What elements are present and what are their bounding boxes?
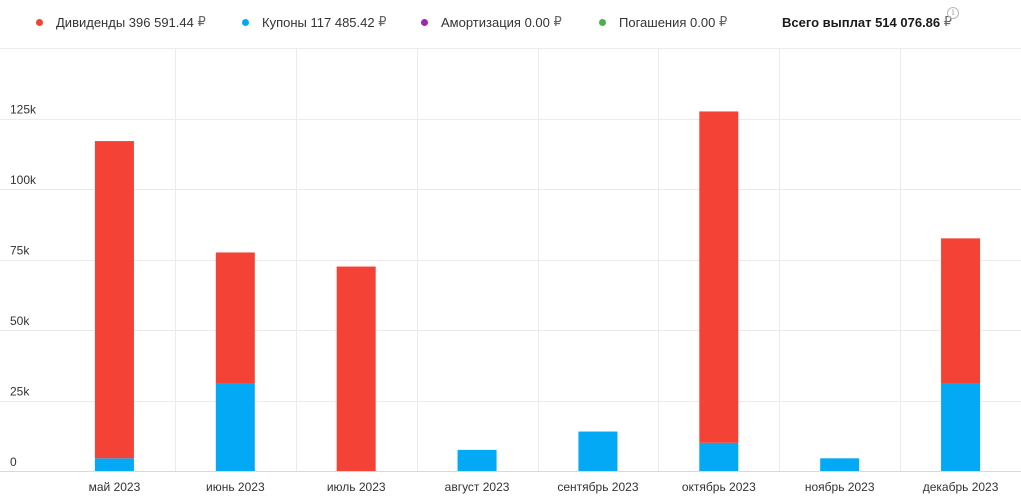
coupons-dot xyxy=(242,18,249,26)
bar-coupons xyxy=(820,458,860,471)
y-tick-label: 100k xyxy=(10,173,37,187)
legend-redemptions-currency: ₽ xyxy=(718,14,728,29)
legend-dividends-value: 396 591.44 xyxy=(128,14,194,30)
legend-total-currency: ₽ xyxy=(943,14,953,29)
redemptions-dot xyxy=(599,18,606,26)
bar-dividends xyxy=(94,141,134,459)
legend-redemptions[interactable]: Погашения 0.00 ₽ xyxy=(599,13,727,31)
dividends-dot xyxy=(36,18,43,26)
y-tick-label: 75k xyxy=(10,244,30,258)
info-icon[interactable]: i xyxy=(947,7,959,19)
y-tick-label: 50k xyxy=(10,314,30,328)
legend-total-value: 514 076.86 xyxy=(875,14,941,30)
y-tick-label: 125k xyxy=(10,103,37,117)
x-tick-label: декабрь 2023 xyxy=(923,480,999,494)
x-tick-label: август 2023 xyxy=(445,480,510,494)
chart-legend: Дивиденды 396 591.44 ₽ Купоны 117 485.42… xyxy=(0,0,1021,40)
bar-coupons xyxy=(457,449,497,471)
legend-total-label: Всего выплат xyxy=(782,14,872,30)
bar-dividends xyxy=(941,238,981,384)
x-tick-label: май 2023 xyxy=(89,480,141,494)
legend-coupons-value: 117 485.42 xyxy=(310,14,375,30)
legend-total: Всего выплат 514 076.86 ₽ xyxy=(782,13,952,31)
x-tick-label: июль 2023 xyxy=(327,480,386,494)
legend-coupons[interactable]: Купоны 117 485.42 ₽ xyxy=(242,13,387,31)
x-tick-label: июнь 2023 xyxy=(206,480,265,494)
legend-coupons-currency: ₽ xyxy=(378,14,387,29)
legend-dividends[interactable]: Дивиденды 396 591.44 ₽ xyxy=(36,13,206,31)
amortization-dot xyxy=(421,18,428,26)
legend-amortization-currency: ₽ xyxy=(553,14,562,29)
bar-coupons xyxy=(215,383,255,471)
bar-dividends xyxy=(215,252,255,384)
y-tick-label: 0 xyxy=(10,455,17,469)
bar-coupons xyxy=(578,431,618,471)
legend-amortization[interactable]: Амортизация 0.00 ₽ xyxy=(421,13,562,31)
legend-coupons-label: Купоны xyxy=(262,14,307,30)
legend-redemptions-value: 0.00 xyxy=(690,14,716,30)
legend-dividends-label: Дивиденды xyxy=(56,14,126,30)
legend-dividends-currency: ₽ xyxy=(197,14,206,29)
x-tick-label: сентябрь 2023 xyxy=(557,480,638,494)
bar-dividends xyxy=(336,266,376,471)
bar-coupons xyxy=(94,458,134,471)
bar-coupons xyxy=(699,442,739,471)
legend-amortization-value: 0.00 xyxy=(524,14,550,30)
bar-dividends xyxy=(699,111,739,443)
x-tick-label: ноябрь 2023 xyxy=(805,480,875,494)
legend-amortization-label: Амортизация xyxy=(441,14,521,30)
y-tick-label: 25k xyxy=(10,385,30,399)
bar-coupons xyxy=(941,383,981,471)
x-tick-label: октябрь 2023 xyxy=(682,480,756,494)
legend-redemptions-label: Погашения xyxy=(619,14,687,30)
